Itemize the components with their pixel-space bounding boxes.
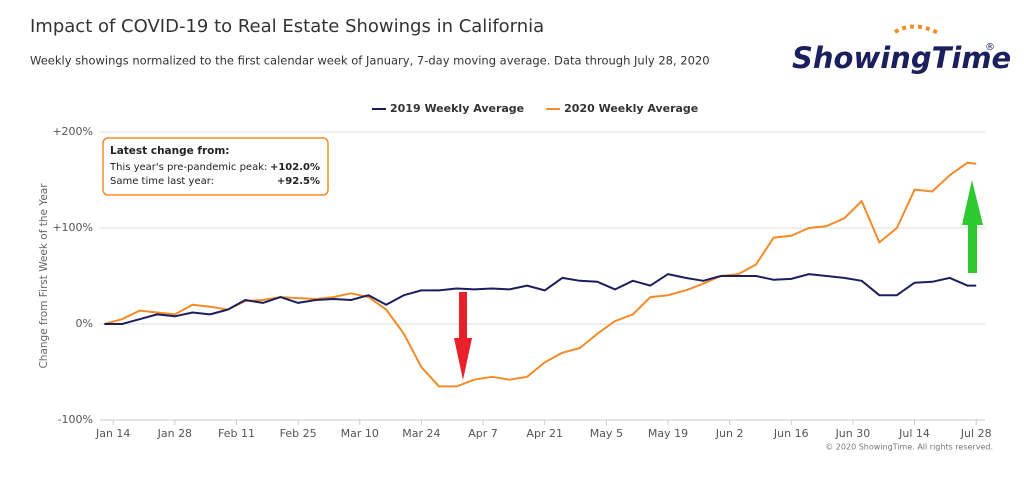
arrow-down	[454, 292, 472, 380]
logo-mark: ®	[985, 42, 995, 53]
x-tick-label: Apr 21	[526, 427, 563, 440]
y-axis-label: Change from First Week of the Year	[38, 183, 50, 369]
x-tick-label: Jun 2	[715, 427, 744, 440]
x-tick-label: Mar 24	[402, 427, 440, 440]
x-tick-label: May 5	[590, 427, 623, 440]
x-tick-label: Mar 10	[341, 427, 379, 440]
chart-title: Impact of COVID-19 to Real Estate Showin…	[30, 16, 544, 37]
arrow-shaft	[459, 292, 467, 340]
logo: ShowingTime ®	[792, 24, 1011, 75]
annotation-frame	[102, 137, 329, 196]
x-tick-label: Jan 14	[95, 427, 130, 440]
arrow-shaft	[968, 222, 977, 273]
annotation-box: Latest change from: This year's pre-pand…	[102, 137, 329, 196]
credit: © 2020 ShowingTime. All rights reserved.	[825, 443, 993, 452]
x-tick-label: Jul 28	[960, 427, 992, 440]
x-tick-label: Jun 16	[773, 427, 809, 440]
arrow-head	[962, 180, 983, 225]
series-line	[104, 273, 977, 325]
x-tick-label: Feb 11	[218, 427, 255, 440]
x-tick-label: Jul 14	[898, 427, 930, 440]
legend-label: 2019 Weekly Average	[390, 102, 524, 115]
y-tick-label: -100%	[58, 413, 93, 426]
annotation-label: Same time last year:	[110, 176, 214, 187]
x-tick-label: Jan 28	[157, 427, 192, 440]
annotation-title: Latest change from:	[110, 145, 230, 157]
arrow-head	[454, 338, 472, 380]
annotation-value: +102.0%	[270, 162, 320, 173]
plot: -100% 0% +100% +200% Jan 14 Jan 28 Feb 11 Feb 2…	[52, 102, 991, 440]
chart-subtitle: Weekly showings normalized to the first …	[30, 54, 710, 68]
x-tick-label: May 19	[648, 427, 688, 440]
x-tick-label: Apr 7	[468, 427, 498, 440]
logo-arc	[893, 24, 941, 36]
legend-label: 2020 Weekly Average	[564, 102, 698, 115]
x-tick-label: Jun 30	[835, 427, 871, 440]
y-tick-label: +200%	[52, 125, 93, 138]
y-tick-label: +100%	[52, 221, 93, 234]
annotation-value: +92.5%	[277, 176, 320, 187]
x-tick-label: Feb 25	[280, 427, 317, 440]
arrow-up	[962, 180, 983, 273]
y-tick-label: 0%	[76, 317, 93, 330]
annotation-label: This year's pre-pandemic peak:	[109, 162, 267, 173]
series-line	[104, 161, 977, 388]
logo-text: ShowingTime	[792, 41, 1011, 75]
